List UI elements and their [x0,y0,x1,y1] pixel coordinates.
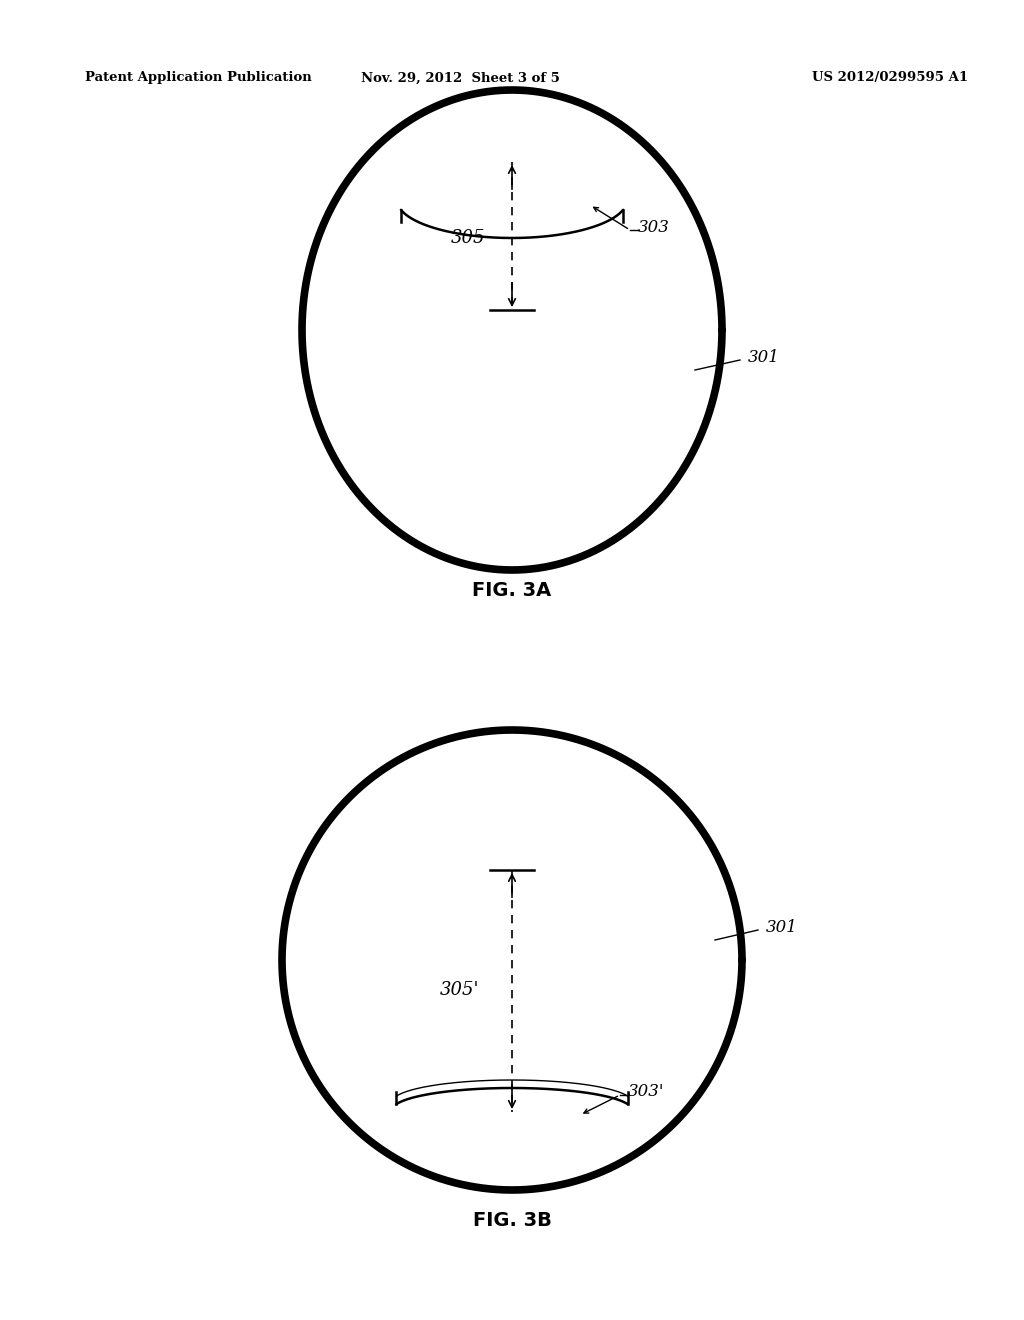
Text: Patent Application Publication: Patent Application Publication [85,71,311,84]
Text: US 2012/0299595 A1: US 2012/0299595 A1 [812,71,968,84]
Text: Nov. 29, 2012  Sheet 3 of 5: Nov. 29, 2012 Sheet 3 of 5 [360,71,559,84]
Text: 303': 303' [628,1084,665,1101]
Text: 301: 301 [748,350,780,367]
Text: 301: 301 [766,920,798,936]
Text: FIG. 3B: FIG. 3B [472,1210,552,1229]
Text: 305: 305 [451,228,485,247]
Text: 303: 303 [638,219,670,236]
Text: 305': 305' [440,981,480,999]
Text: FIG. 3A: FIG. 3A [472,581,552,599]
